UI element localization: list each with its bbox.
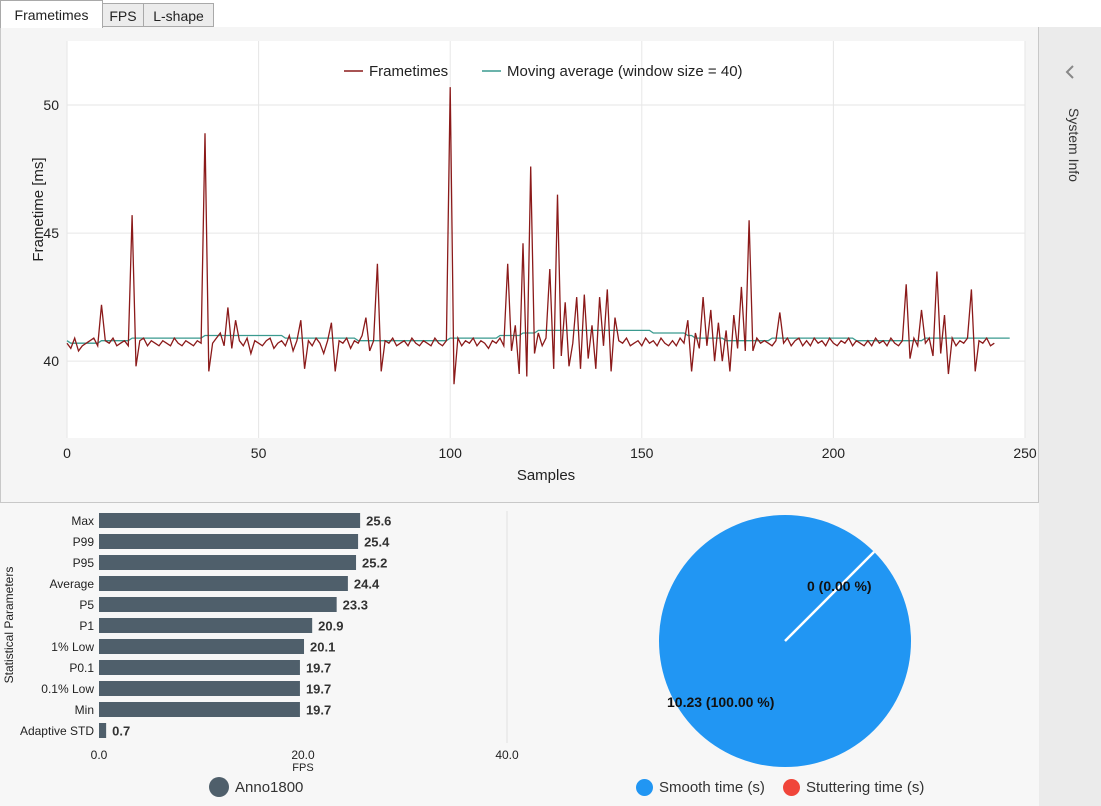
y-axis-label: Frametime [ms] xyxy=(30,157,47,261)
bar-value-label: 19.7 xyxy=(306,682,331,697)
bar xyxy=(99,660,300,675)
bar-group: Max 25.6 P99 25.4 P95 25.2 Average 24.4 P5 23.3 P1… xyxy=(20,513,391,739)
bar-value-label: 25.6 xyxy=(366,514,391,529)
bar-category-label: 1% Low xyxy=(51,640,94,654)
bar-category-label: Average xyxy=(50,577,95,591)
bar-category-label: Adaptive STD xyxy=(20,724,94,738)
pie-legend-stuttering-swatch xyxy=(783,779,800,796)
y-tick-label: 40 xyxy=(43,353,59,369)
pie-legend-smooth: Smooth time (s) xyxy=(636,779,765,796)
legend-frametimes-label: Frametimes xyxy=(369,63,448,80)
bar-category-label: P99 xyxy=(73,535,95,549)
bar-y-axis-label: Statistical Parameters xyxy=(2,567,16,684)
pie-legend-stuttering: Stuttering time (s) xyxy=(783,779,924,796)
x-tick-label: 50 xyxy=(251,445,267,461)
pie-legend-smooth-swatch xyxy=(636,779,653,796)
bar xyxy=(99,534,359,549)
frametime-chart: 40 45 50 0 50 100 150 200 250 Samples Frametime… xyxy=(30,41,1037,484)
bar-category-label: P95 xyxy=(73,556,95,570)
bar xyxy=(99,723,107,738)
x-tick-label: 0 xyxy=(63,445,71,461)
bar-x-ticks: 0.0 20.0 40.0 xyxy=(91,748,519,762)
pie-label-stuttering: 0 (0.00 %) xyxy=(807,578,872,594)
pie-slice-stuttering xyxy=(784,551,875,642)
x-axis-label: Samples xyxy=(517,467,575,484)
x-tick-label: 150 xyxy=(630,445,654,461)
chart-legend: Frametimes Moving average (window size =… xyxy=(344,63,743,80)
tab-l-shape[interactable]: L-shape xyxy=(143,3,214,27)
system-info-sidebar xyxy=(1039,27,1101,806)
bar-x-tick-label: 20.0 xyxy=(291,748,315,762)
tab-frametimes[interactable]: Frametimes xyxy=(0,0,103,28)
bar-legend-label: Anno1800 xyxy=(235,778,304,796)
statistics-bar-chart: Max 25.6 P99 25.4 P95 25.2 Average 24.4 P5 23.3 P1… xyxy=(2,511,519,774)
bar xyxy=(99,513,361,528)
legend-moving-average-label: Moving average (window size = 40) xyxy=(507,63,743,80)
plot-area xyxy=(67,41,1025,438)
bar-category-label: 0.1% Low xyxy=(41,682,94,696)
bar-value-label: 20.9 xyxy=(318,619,343,634)
y-tick-label: 45 xyxy=(43,225,59,241)
bar xyxy=(99,576,348,591)
bar-value-label: 19.7 xyxy=(306,703,331,718)
bar-legend: Anno1800 xyxy=(209,777,303,797)
pie-legend-smooth-label: Smooth time (s) xyxy=(659,779,765,796)
tab-fps[interactable]: FPS xyxy=(102,3,144,27)
x-axis-ticks: 0 50 100 150 200 250 xyxy=(63,445,1037,461)
bar-value-label: 24.4 xyxy=(354,577,380,592)
system-info-toggle[interactable]: System Info xyxy=(1066,108,1082,182)
stutter-pie-chart: 0 (0.00 %) 10.23 (100.00 %) xyxy=(659,515,911,767)
bar xyxy=(99,639,305,654)
pie-label-smooth: 10.23 (100.00 %) xyxy=(667,694,774,710)
bar-value-label: 20.1 xyxy=(310,640,335,655)
frametimes-line xyxy=(66,87,995,385)
bar-value-label: 23.3 xyxy=(343,598,368,613)
bar-value-label: 0.7 xyxy=(112,724,130,739)
bar xyxy=(99,597,337,612)
x-tick-label: 100 xyxy=(439,445,463,461)
gridlines xyxy=(66,41,1026,438)
moving-average-line xyxy=(66,329,1010,344)
y-tick-label: 50 xyxy=(43,97,59,113)
bar-value-label: 25.2 xyxy=(362,556,387,571)
x-tick-label: 250 xyxy=(1013,445,1037,461)
bar-x-tick-label: 40.0 xyxy=(495,748,519,762)
frametime-chart-panel: 40 45 50 0 50 100 150 200 250 Samples Frametime… xyxy=(0,27,1039,503)
bar-category-label: P5 xyxy=(79,598,94,612)
bar-x-axis-label: FPS xyxy=(292,762,313,774)
bar-category-label: Min xyxy=(75,703,94,717)
pie-legend-stuttering-label: Stuttering time (s) xyxy=(806,779,925,796)
bar xyxy=(99,555,357,570)
bar-x-tick-label: 0.0 xyxy=(91,748,108,762)
x-tick-label: 200 xyxy=(822,445,846,461)
bar-value-label: 19.7 xyxy=(306,661,331,676)
bar-category-label: P0.1 xyxy=(69,661,94,675)
statistics-area: Max 25.6 P99 25.4 P95 25.2 Average 24.4 P5 23.3 P1… xyxy=(0,503,1039,806)
bar-legend-swatch xyxy=(209,777,229,797)
bar-category-label: Max xyxy=(71,514,94,528)
bar-category-label: P1 xyxy=(79,619,94,633)
bar xyxy=(99,681,300,696)
y-axis-ticks: 40 45 50 xyxy=(43,97,59,369)
bar xyxy=(99,618,313,633)
bar xyxy=(99,702,300,717)
chevron-left-icon[interactable] xyxy=(1063,60,1077,84)
bar-value-label: 25.4 xyxy=(364,535,390,550)
